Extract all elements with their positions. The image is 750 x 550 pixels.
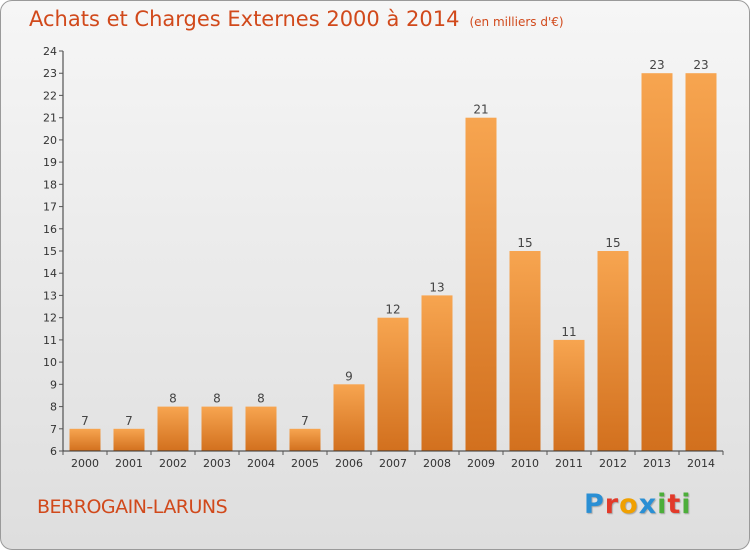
- logo-letter: P: [584, 489, 605, 520]
- x-tick-label: 2006: [335, 457, 363, 470]
- logo-letter: o: [619, 489, 639, 520]
- bar-2006: [333, 384, 365, 451]
- x-tick-label: 2001: [115, 457, 143, 470]
- bar-value-label: 8: [169, 392, 177, 406]
- x-tick-label: 2007: [379, 457, 407, 470]
- bar-value-label: 11: [561, 325, 576, 339]
- bar-2009: [465, 117, 497, 451]
- logo-letter: i: [657, 489, 668, 520]
- y-tick-label: 19: [43, 156, 57, 169]
- y-tick-label: 8: [50, 401, 57, 414]
- x-tick-label: 2000: [71, 457, 99, 470]
- bar-value-label: 12: [385, 303, 400, 317]
- logo-letter: i: [681, 489, 692, 520]
- logo-letter: t: [667, 489, 682, 520]
- bar-value-label: 8: [257, 392, 265, 406]
- bar-value-label: 13: [429, 280, 444, 294]
- x-tick-label: 2002: [159, 457, 187, 470]
- x-tick-label: 2014: [687, 457, 715, 470]
- bar-value-label: 7: [81, 414, 89, 428]
- bar-2002: [157, 406, 189, 451]
- bar-2012: [597, 251, 629, 451]
- bar-value-label: 23: [649, 58, 664, 72]
- y-tick-label: 11: [43, 334, 57, 347]
- bar-value-label: 23: [693, 58, 708, 72]
- bar-2007: [377, 317, 409, 451]
- y-tick-label: 7: [50, 423, 57, 436]
- x-tick-label: 2005: [291, 457, 319, 470]
- bar-2011: [553, 339, 585, 451]
- y-tick-label: 9: [50, 378, 57, 391]
- y-tick-label: 21: [43, 112, 57, 125]
- y-tick-label: 15: [43, 245, 57, 258]
- bar-value-label: 15: [517, 236, 532, 250]
- chart-header: Achats et Charges Externes 2000 à 2014 (e…: [29, 7, 564, 31]
- logo-letter: r: [604, 489, 620, 520]
- y-tick-label: 17: [43, 201, 57, 214]
- bar-2001: [113, 428, 145, 451]
- y-tick-label: 23: [43, 67, 57, 80]
- x-tick-label: 2013: [643, 457, 671, 470]
- x-tick-label: 2011: [555, 457, 583, 470]
- logo-letter: x: [638, 489, 658, 520]
- bar-2005: [289, 428, 321, 451]
- bar-2004: [245, 406, 277, 451]
- y-tick-label: 14: [43, 267, 57, 280]
- x-tick-label: 2012: [599, 457, 627, 470]
- x-tick-label: 2010: [511, 457, 539, 470]
- chart-title: Achats et Charges Externes 2000 à 2014: [29, 7, 460, 31]
- bar-2008: [421, 295, 453, 451]
- y-tick-label: 24: [43, 45, 57, 58]
- bar-2010: [509, 251, 541, 451]
- bar-value-label: 9: [345, 369, 353, 383]
- x-tick-label: 2008: [423, 457, 451, 470]
- y-tick-label: 20: [43, 134, 57, 147]
- y-tick-label: 13: [43, 289, 57, 302]
- x-tick-label: 2004: [247, 457, 275, 470]
- x-tick-label: 2009: [467, 457, 495, 470]
- y-tick-label: 16: [43, 223, 57, 236]
- bars-group: 7 7 8 8 8 7 9 12 13 21 15 11 15 23 23: [69, 58, 717, 451]
- bar-value-label: 7: [301, 414, 309, 428]
- bar-value-label: 8: [213, 392, 221, 406]
- bar-value-label: 15: [605, 236, 620, 250]
- bar-2003: [201, 406, 233, 451]
- proxiti-logo: Proxiti: [584, 489, 692, 520]
- y-tick-label: 6: [50, 445, 57, 458]
- bar-2000: [69, 428, 101, 451]
- y-tick-label: 18: [43, 178, 57, 191]
- y-tick-label: 12: [43, 312, 57, 325]
- bar-2014: [685, 73, 717, 451]
- bar-value-label: 7: [125, 414, 133, 428]
- bar-value-label: 21: [473, 103, 488, 117]
- y-tick-label: 22: [43, 89, 57, 102]
- chart-subtitle: (en milliers d'€): [469, 15, 564, 29]
- bar-2013: [641, 73, 673, 451]
- commune-name: BERROGAIN-LARUNS: [37, 496, 228, 518]
- axes-group: 6 7 8 9 10 11 12 13 14 15 16 17 18 19 20 21 22 23 24 2000 20…: [43, 45, 724, 470]
- x-tick-label: 2003: [203, 457, 231, 470]
- y-tick-label: 10: [43, 356, 57, 369]
